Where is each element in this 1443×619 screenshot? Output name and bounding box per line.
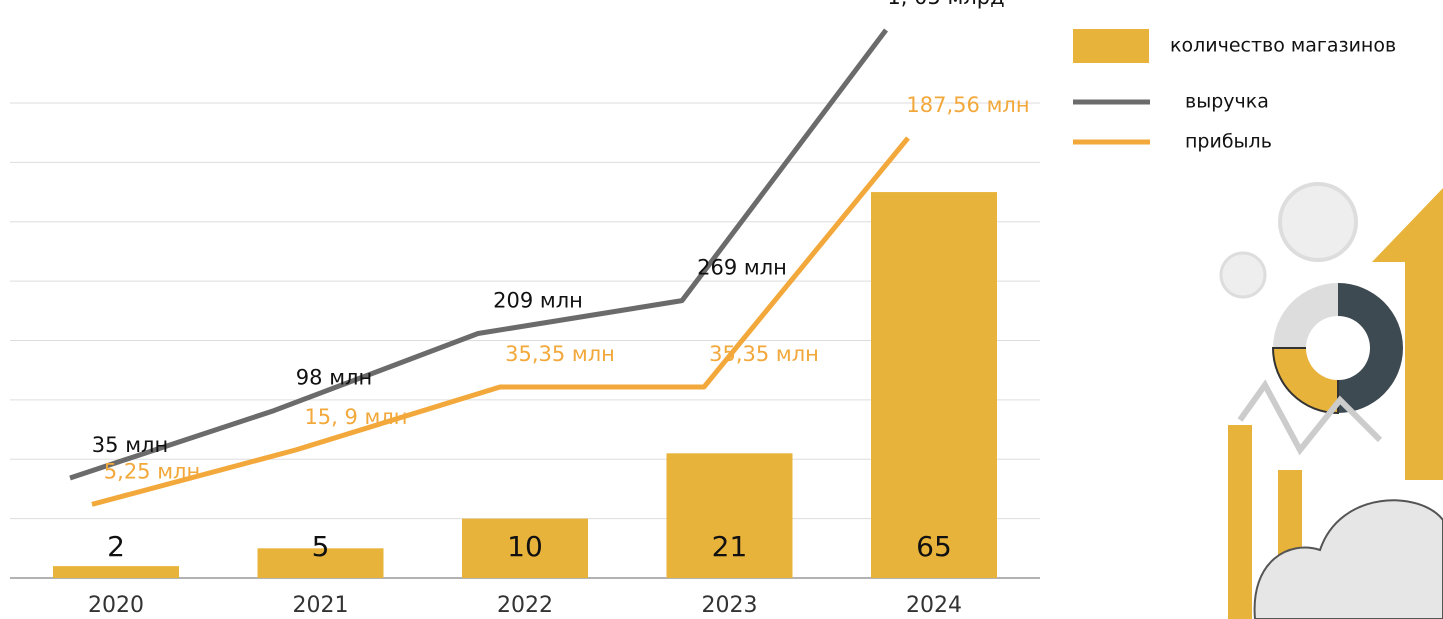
illustration (1221, 184, 1443, 619)
legend-label: количество магазинов (1170, 35, 1396, 57)
data-label: 15, 9 млн (304, 405, 407, 429)
line (92, 138, 908, 504)
data-label: 1, 05 млрд (887, 0, 1004, 9)
data-label: 35,35 млн (709, 342, 819, 366)
data-label: 209 млн (493, 289, 583, 313)
bar-label: 5 (312, 530, 330, 563)
data-label: 35,35 млн (505, 342, 615, 366)
bar-label: 65 (916, 530, 952, 563)
legend-swatch (1073, 29, 1149, 63)
x-tick-label: 2020 (88, 593, 144, 618)
bar-label: 2 (107, 530, 125, 563)
legend-label: прибыль (1185, 131, 1272, 153)
x-tick-label: 2021 (293, 593, 349, 618)
data-label: 5,25 млн (104, 459, 200, 483)
x-tick-label: 2024 (906, 593, 962, 618)
bar (53, 566, 179, 578)
data-label: 269 млн (697, 256, 787, 280)
x-tick-label: 2023 (702, 593, 758, 618)
x-tick-label: 2022 (497, 593, 553, 618)
bar-label: 10 (507, 530, 543, 563)
chart: 2020 2021 2022 2023 2024 2 5 10 21 65 35 млн 98 млн… (0, 0, 1443, 619)
data-label: 98 млн (296, 366, 372, 390)
data-label: 35 млн (92, 433, 168, 457)
data-label: 187,56 млн (906, 93, 1029, 117)
plot: 2020 2021 2022 2023 2024 2 5 10 21 65 35 млн 98 млн… (10, 0, 1396, 618)
bar-label: 21 (712, 530, 748, 563)
bar (871, 192, 997, 578)
line (70, 30, 886, 478)
legend-label: выручка (1185, 91, 1269, 113)
